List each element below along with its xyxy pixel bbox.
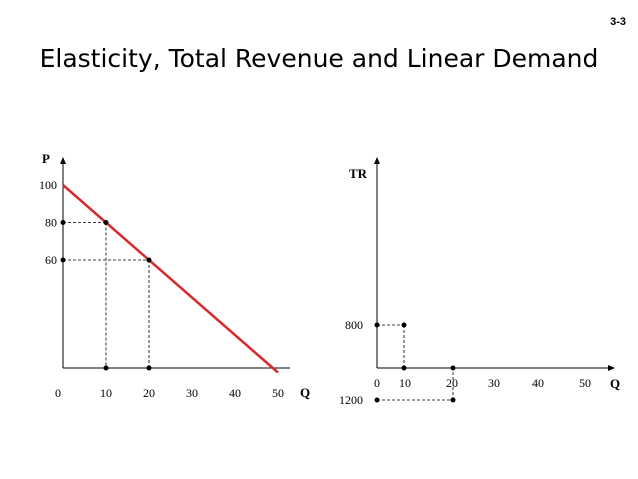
axis-point	[374, 322, 380, 328]
y-tick-label: 1200	[339, 393, 363, 407]
x-tick-label: 20	[446, 376, 458, 390]
x-tick-label: 20	[143, 386, 155, 400]
axis-point	[60, 257, 66, 263]
y-axis-label: TR	[349, 166, 368, 181]
x-axis-label: Q	[610, 376, 620, 391]
x-tick-label: 10	[100, 386, 112, 400]
axis-point	[103, 365, 109, 371]
y-tick-label: 60	[45, 253, 57, 267]
axis-point	[401, 365, 407, 371]
axis-point	[146, 365, 152, 371]
data-point	[103, 220, 109, 225]
slide-title: Elasticity, Total Revenue and Linear Dem…	[39, 44, 599, 73]
x-tick-label: 40	[532, 376, 544, 390]
axis-point	[60, 220, 66, 225]
y-tick-label: 80	[45, 216, 57, 230]
data-point	[450, 397, 456, 403]
y-tick-label: 800	[345, 318, 363, 332]
x-tick-label: 30	[186, 386, 198, 400]
demand-line	[62, 184, 279, 374]
data-point	[146, 257, 152, 263]
x-tick-label: 50	[272, 386, 284, 400]
x-tick-label: 0	[374, 376, 380, 390]
y-axis-label: P	[42, 151, 50, 166]
x-tick-label: 50	[579, 376, 591, 390]
axis-point	[374, 397, 380, 403]
x-tick-label: 10	[399, 376, 411, 390]
x-tick-label: 30	[488, 376, 500, 390]
slide-number: 3-3	[610, 16, 626, 28]
x-tick-label: 40	[229, 386, 241, 400]
x-axis-label: Q	[300, 385, 310, 400]
axis-point	[450, 365, 456, 371]
data-point	[401, 322, 407, 328]
total-revenue-chart: TR Q 0 10 20 30 40 50 800 1200	[339, 157, 620, 407]
y-tick-label: 100	[39, 178, 57, 192]
demand-chart: P Q 0 10 20 30 40 50 60 80 100	[39, 151, 310, 400]
x-tick-label: 0	[55, 386, 61, 400]
